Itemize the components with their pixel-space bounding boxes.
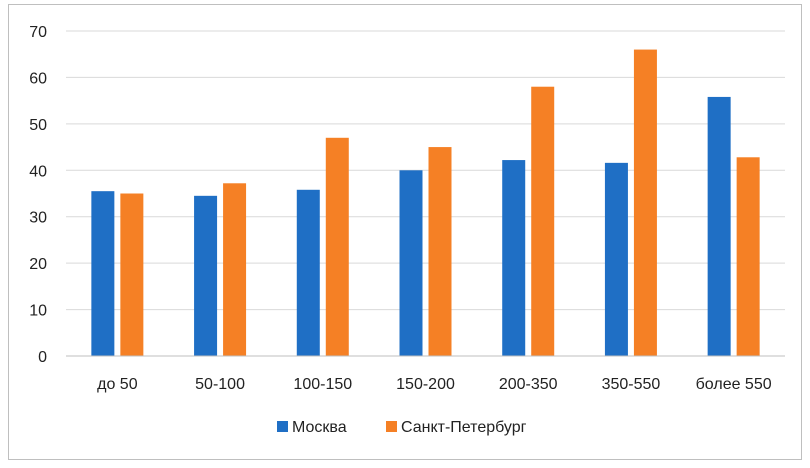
- y-tick-label: 30: [29, 210, 47, 227]
- gridlines: [66, 30, 785, 311]
- y-tick-label: 70: [29, 24, 47, 41]
- bar-spb-6: [736, 157, 760, 356]
- y-tick-label: 0: [38, 349, 47, 366]
- x-tick-label: до 50: [97, 376, 138, 393]
- legend-swatch: [277, 421, 288, 432]
- bar-moskva-0: [91, 191, 115, 356]
- bar-spb-3: [428, 147, 452, 356]
- bar-spb-2: [325, 137, 349, 356]
- y-axis-tick-labels: 0 10 20 30 40 50 60 70: [29, 24, 47, 366]
- bar-spb-4: [531, 86, 555, 356]
- legend-label: Санкт-Петербург: [401, 419, 527, 436]
- legend: Москва Санкт-Петербург: [277, 419, 527, 436]
- x-tick-label: 150-200: [396, 376, 455, 393]
- legend-swatch: [386, 421, 397, 432]
- bar-spb-0: [120, 193, 144, 356]
- y-tick-label: 20: [29, 256, 47, 273]
- x-tick-label: более 550: [696, 376, 772, 393]
- x-tick-label: 100-150: [293, 376, 352, 393]
- bar-moskva-3: [399, 170, 423, 356]
- bar-spb-1: [223, 183, 247, 356]
- x-tick-label: 350-550: [602, 376, 661, 393]
- x-tick-label: 200-350: [499, 376, 558, 393]
- bar-moskva-1: [194, 195, 218, 356]
- bars: [91, 49, 760, 356]
- x-axis-tick-labels: до 50 50-100 100-150 150-200 200-350 350-550 б…: [97, 376, 772, 393]
- bar-spb-5: [633, 49, 657, 356]
- y-tick-label: 60: [29, 70, 47, 87]
- bar-moskva-2: [296, 189, 320, 356]
- y-tick-label: 40: [29, 163, 47, 180]
- bar-moskva-4: [502, 160, 526, 356]
- bar-moskva-6: [707, 96, 731, 356]
- x-tick-label: 50-100: [195, 376, 245, 393]
- y-tick-label: 10: [29, 303, 47, 320]
- y-tick-label: 50: [29, 117, 47, 134]
- bar-moskva-5: [604, 162, 628, 356]
- legend-label: Москва: [292, 419, 347, 436]
